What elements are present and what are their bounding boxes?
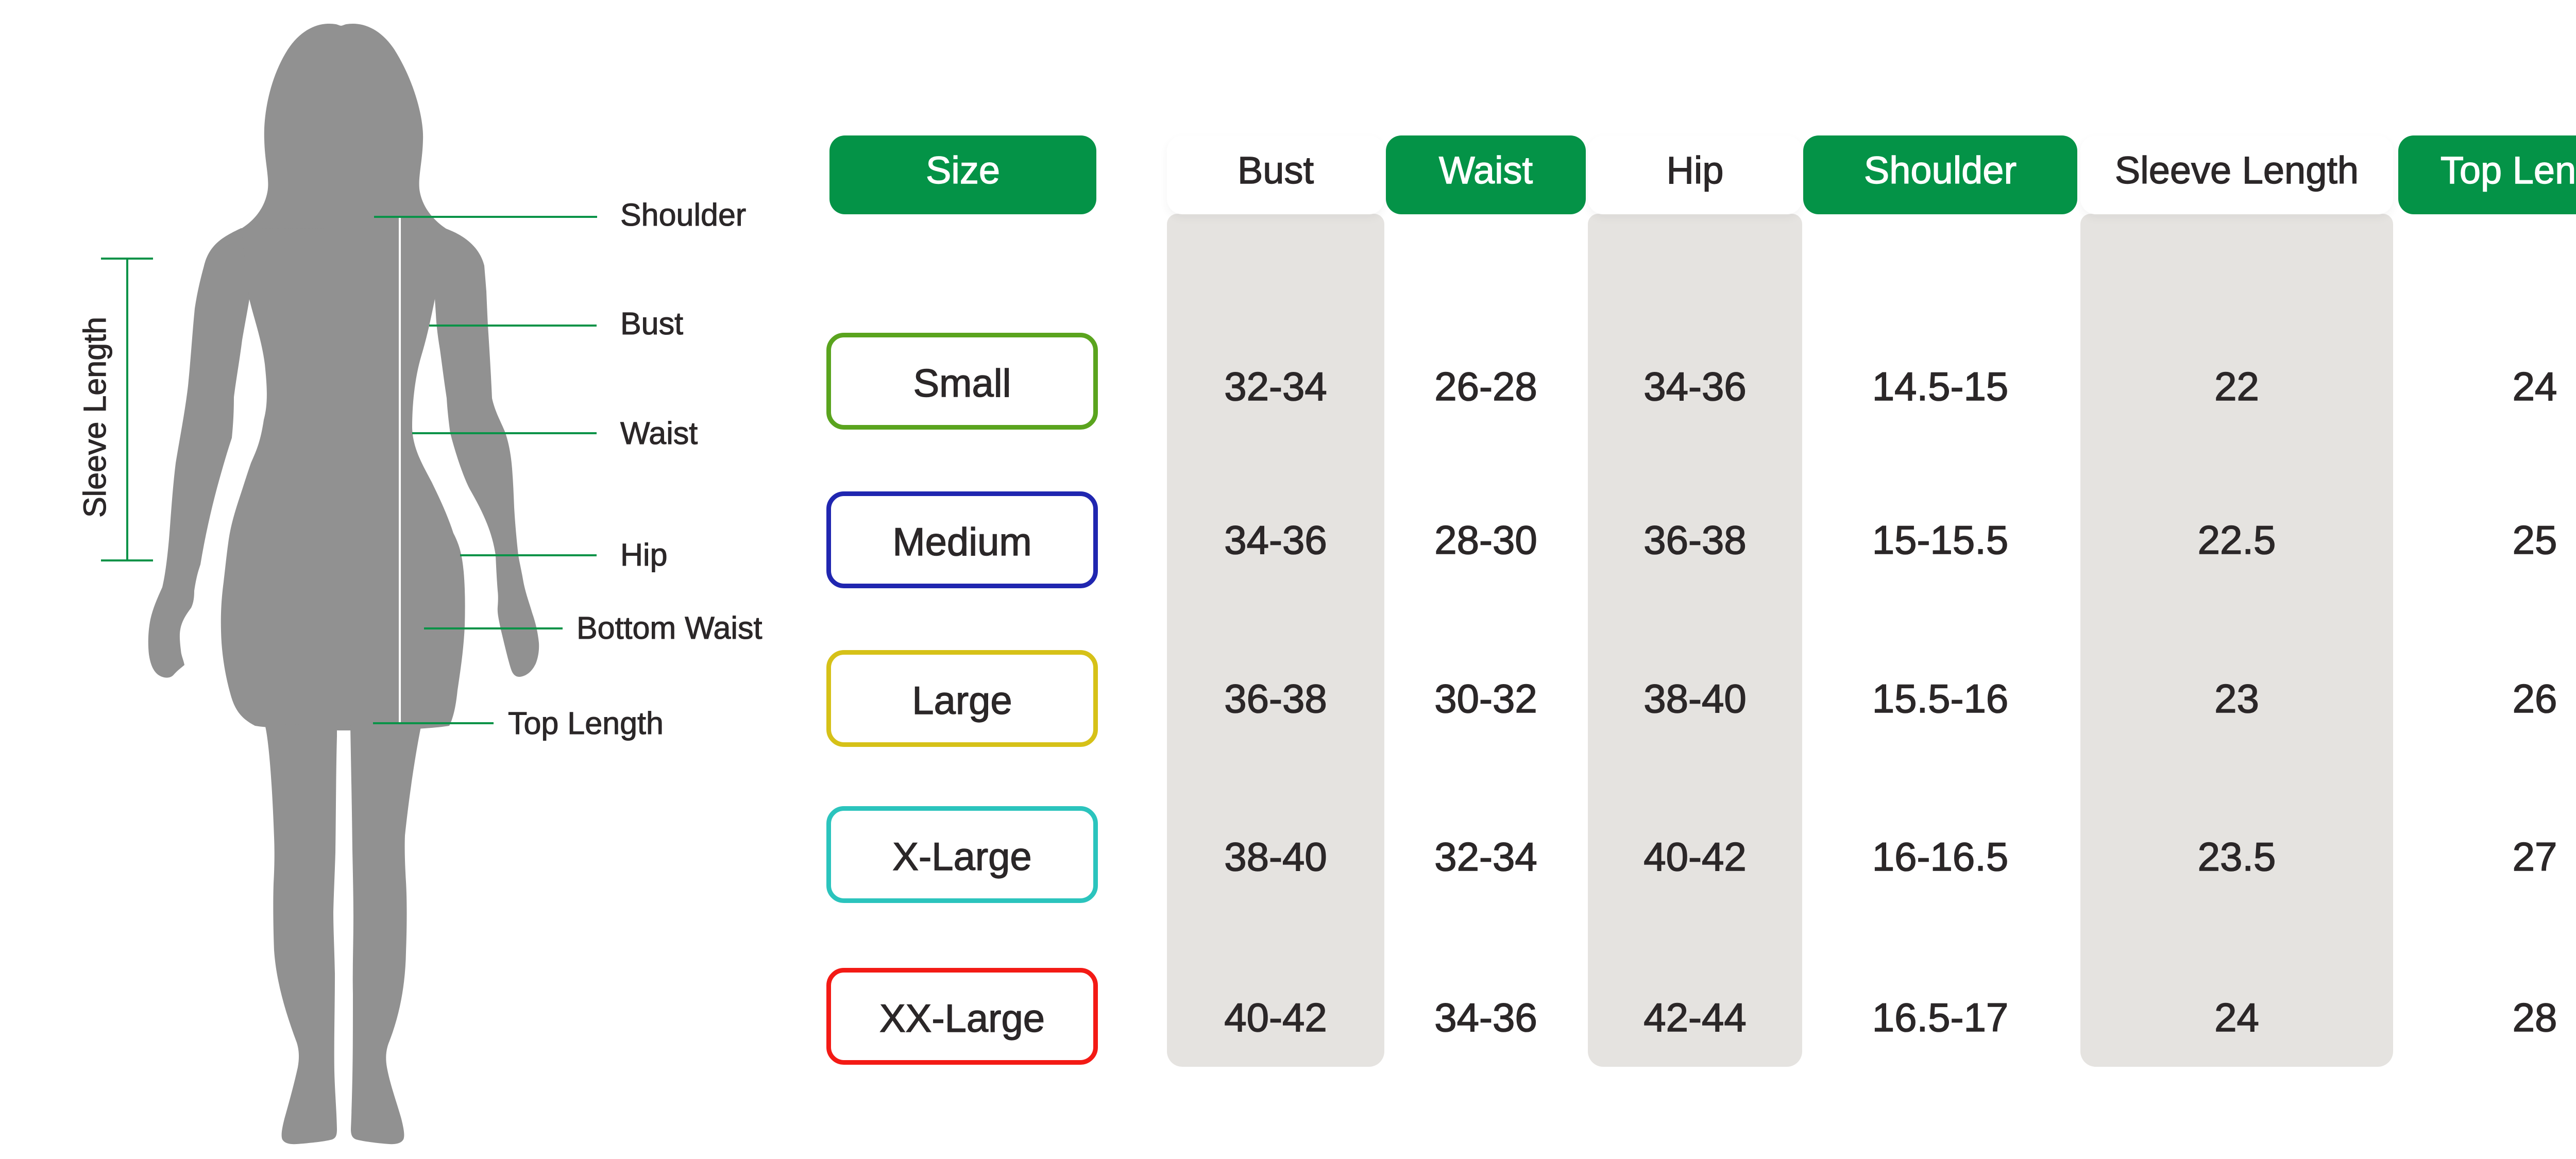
svg-text:Hip: Hip [620,537,668,572]
svg-text:Waist: Waist [620,416,698,451]
svg-text:Sleeve Length: Sleeve Length [77,317,112,518]
svg-text:Shoulder: Shoulder [620,197,746,232]
svg-text:Bust: Bust [620,306,683,341]
svg-text:Bottom Waist: Bottom Waist [577,610,762,645]
svg-text:Top Length: Top Length [508,706,664,741]
